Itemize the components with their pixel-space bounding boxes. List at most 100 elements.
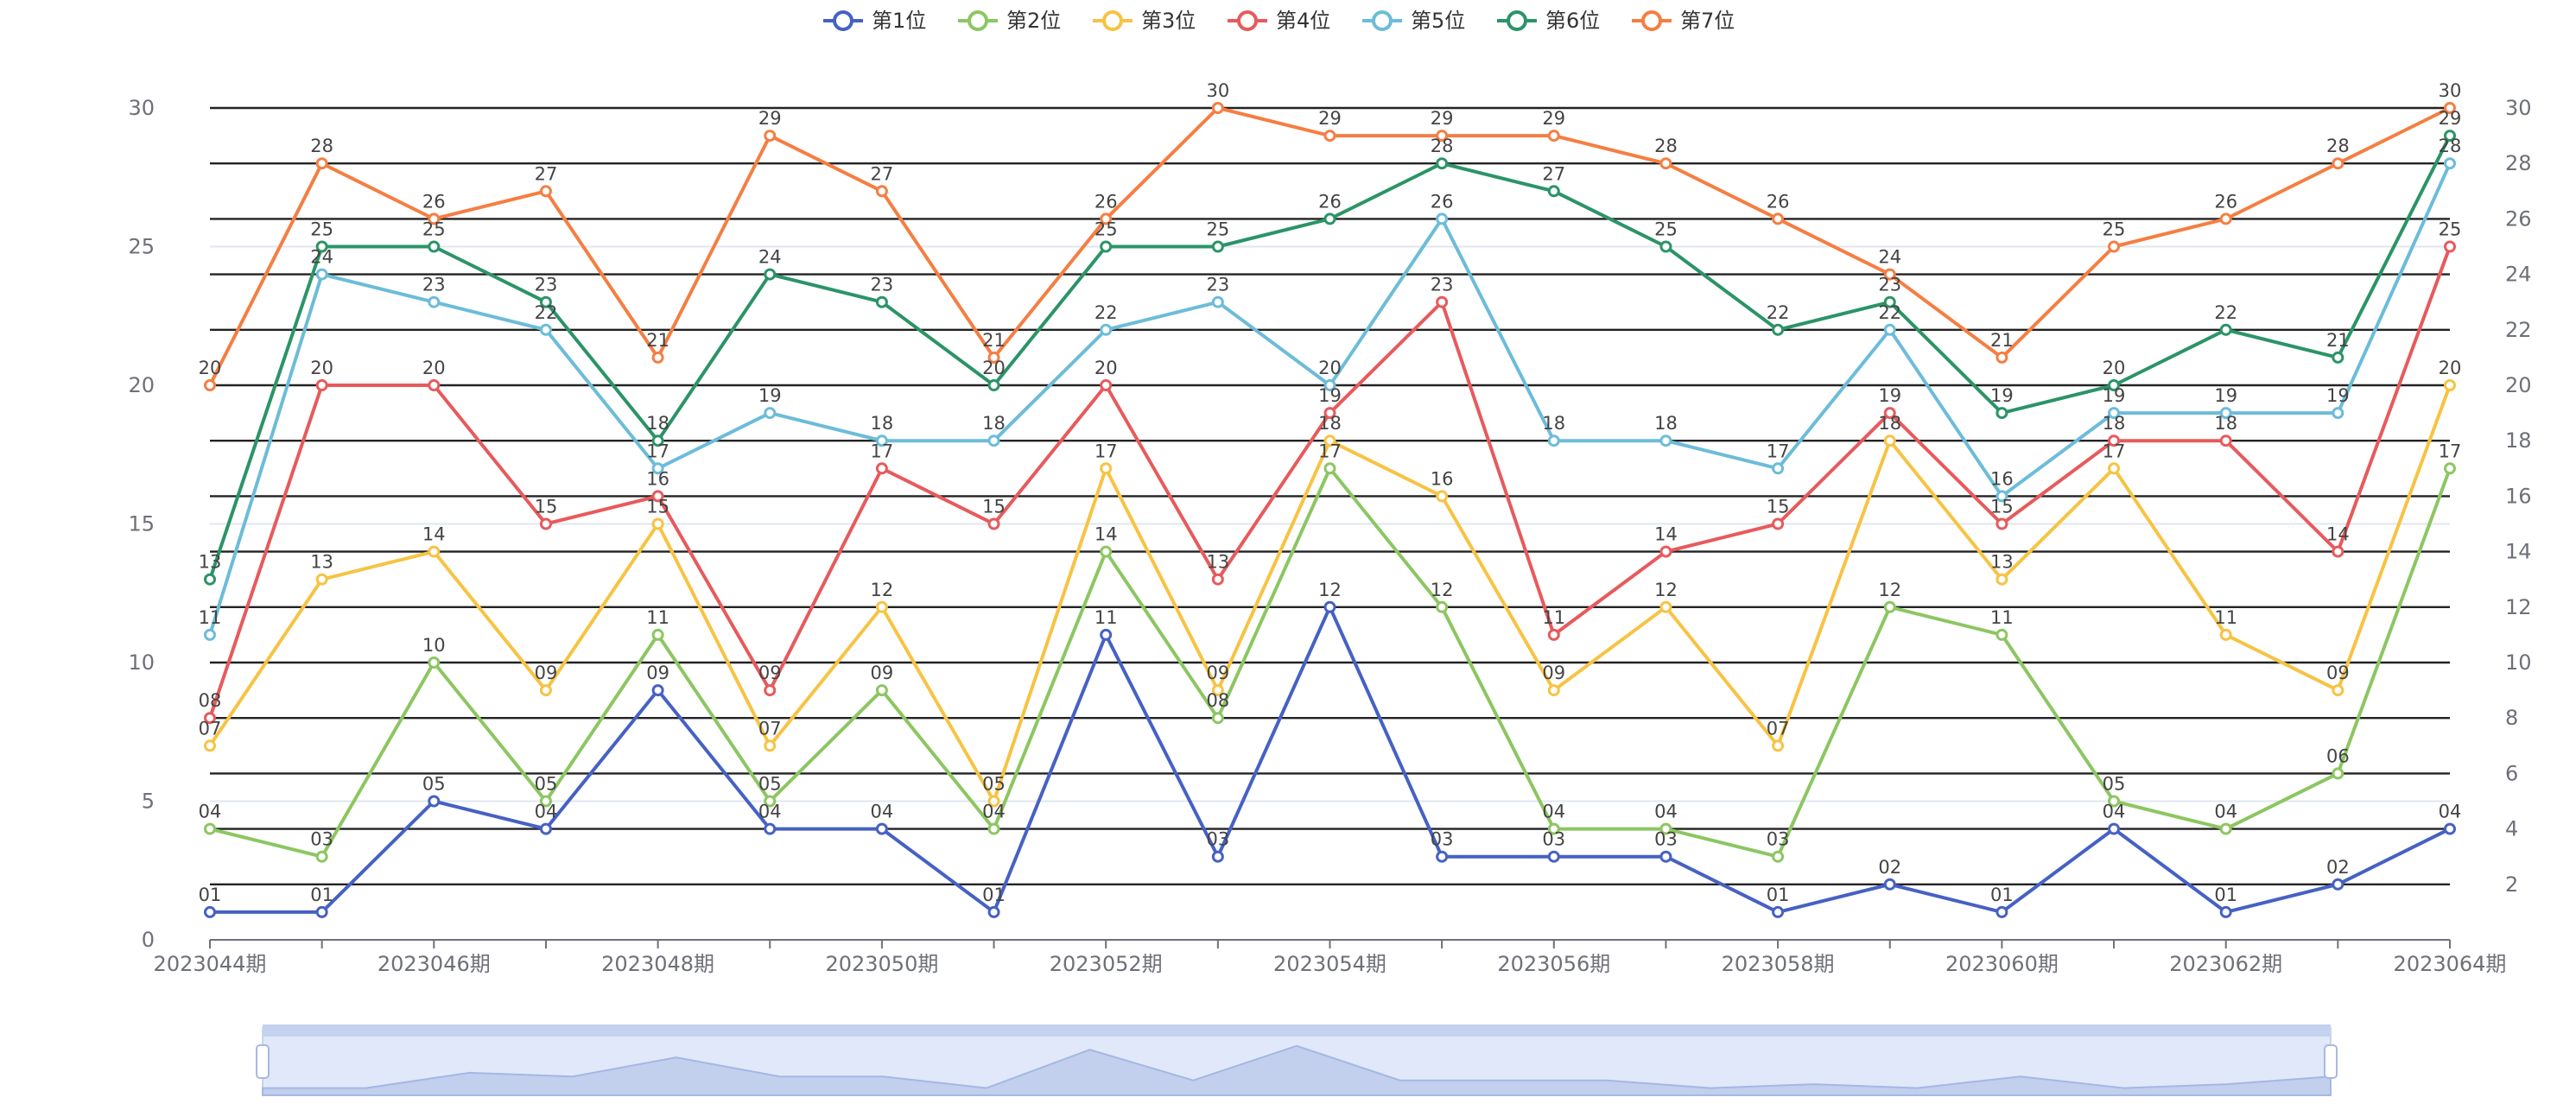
data-label: 09 xyxy=(535,663,558,683)
data-label: 06 xyxy=(2326,745,2350,766)
data-label: 18 xyxy=(2103,413,2126,434)
data-point xyxy=(1883,407,1896,420)
legend[interactable]: 第1位 第2位 第3位 第4位 第5位 第6位 第7位 xyxy=(823,9,1735,33)
data-label: 19 xyxy=(1318,385,1342,406)
datazoom-left-handle[interactable] xyxy=(256,1044,270,1079)
data-point xyxy=(2444,130,2456,143)
data-point xyxy=(1100,379,1113,391)
y-left-tick-label: 30 xyxy=(128,96,155,120)
data-point xyxy=(2219,628,2232,641)
series-1 xyxy=(204,600,2456,918)
series-2 xyxy=(204,462,2456,863)
data-label: 07 xyxy=(758,718,782,739)
y-right-tick-label: 4 xyxy=(2505,817,2518,841)
datazoom-right-handle[interactable] xyxy=(2324,1044,2338,1079)
legend-item-1[interactable]: 第1位 xyxy=(823,9,926,33)
legend-item-2[interactable]: 第2位 xyxy=(958,9,1061,33)
data-point xyxy=(315,157,328,170)
data-point xyxy=(1100,240,1113,253)
data-point xyxy=(1659,545,1672,558)
legend-item-6[interactable]: 第6位 xyxy=(1497,9,1600,33)
data-label: 18 xyxy=(1654,413,1678,434)
data-label: 29 xyxy=(2439,108,2462,129)
data-label: 01 xyxy=(199,885,222,905)
data-point xyxy=(987,351,1000,364)
series-3 xyxy=(204,379,2456,808)
datazoom-move-handle[interactable] xyxy=(263,1024,2331,1037)
data-point xyxy=(315,850,328,863)
data-point xyxy=(651,517,664,530)
data-label: 04 xyxy=(1654,802,1678,822)
legend-item-4[interactable]: 第4位 xyxy=(1228,9,1330,33)
data-label: 13 xyxy=(199,552,222,573)
data-label: 16 xyxy=(1990,468,2014,489)
data-point xyxy=(1995,628,2008,641)
data-label: 24 xyxy=(310,247,333,268)
data-point xyxy=(315,240,328,253)
data-point xyxy=(2219,212,2232,225)
data-label: 09 xyxy=(1542,663,1565,683)
data-label: 11 xyxy=(646,607,669,628)
y-left-tick-label: 25 xyxy=(128,235,155,259)
data-label: 04 xyxy=(2214,802,2237,822)
data-point xyxy=(1323,407,1336,420)
data-point xyxy=(1995,573,2008,586)
y-right-tick-label: 22 xyxy=(2505,318,2532,342)
legend-label: 第4位 xyxy=(1276,9,1330,33)
data-label: 26 xyxy=(422,191,446,212)
data-point xyxy=(2332,351,2344,364)
data-point xyxy=(1772,905,1785,918)
data-point xyxy=(539,323,552,336)
data-point xyxy=(651,434,664,447)
data-point xyxy=(1547,684,1560,697)
legend-item-5[interactable]: 第5位 xyxy=(1362,9,1465,33)
data-label: 21 xyxy=(646,330,669,351)
legend-item-3[interactable]: 第3位 xyxy=(1093,9,1196,33)
data-point xyxy=(1995,351,2008,364)
data-point xyxy=(1772,850,1785,863)
data-point xyxy=(1547,822,1560,835)
data-point xyxy=(2332,157,2344,170)
data-label: 16 xyxy=(646,468,669,489)
data-label: 07 xyxy=(1767,718,1790,739)
data-point xyxy=(1772,739,1785,752)
data-point xyxy=(875,600,888,613)
data-point xyxy=(764,795,777,808)
data-label: 14 xyxy=(2326,524,2350,545)
data-point xyxy=(1659,240,1672,253)
data-label: 27 xyxy=(535,163,558,184)
x-tick-label: 2023054期 xyxy=(1273,952,1386,976)
data-point xyxy=(1211,850,1224,863)
x-tick-label: 2023046期 xyxy=(378,952,491,976)
datazoom-slider[interactable] xyxy=(256,1024,2338,1096)
data-label: 07 xyxy=(199,718,222,739)
data-label: 22 xyxy=(1767,302,1790,323)
data-point xyxy=(204,573,216,586)
data-point xyxy=(1100,212,1113,225)
data-point xyxy=(764,407,777,420)
data-label: 19 xyxy=(2326,385,2350,406)
data-label: 04 xyxy=(2439,802,2462,822)
data-point xyxy=(2108,462,2121,475)
data-point xyxy=(987,517,1000,530)
data-point xyxy=(651,351,664,364)
legend-item-7[interactable]: 第7位 xyxy=(1632,9,1735,33)
data-label: 16 xyxy=(1431,468,1454,489)
data-label: 04 xyxy=(758,802,782,822)
data-point xyxy=(1436,490,1449,503)
data-label: 18 xyxy=(982,413,1006,434)
data-label: 20 xyxy=(422,358,446,378)
data-point xyxy=(2219,407,2232,420)
data-label: 20 xyxy=(2103,358,2126,378)
y-right-tick-label: 6 xyxy=(2505,761,2518,785)
data-point xyxy=(2332,878,2344,891)
y-right-tick-label: 10 xyxy=(2505,650,2532,675)
data-point xyxy=(1883,600,1896,613)
data-point xyxy=(1100,628,1113,641)
data-label: 21 xyxy=(982,330,1006,351)
data-point xyxy=(1995,407,2008,420)
data-point xyxy=(1547,434,1560,447)
y-right-tick-label: 8 xyxy=(2505,706,2518,730)
data-point xyxy=(2219,323,2232,336)
